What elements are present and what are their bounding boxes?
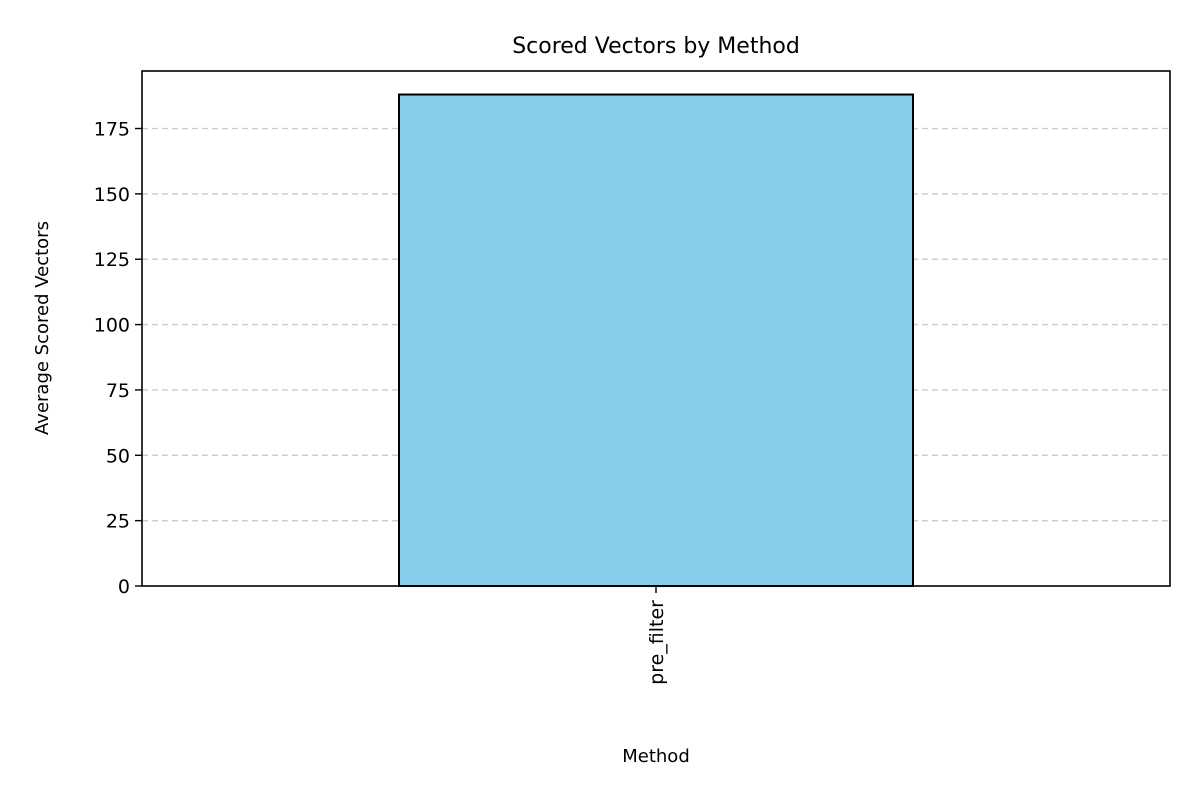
x-tick-label: pre_filter bbox=[646, 600, 668, 685]
chart-title: Scored Vectors by Method bbox=[512, 34, 800, 59]
x-axis-ticks: pre_filter bbox=[646, 586, 668, 685]
y-tick-label: 100 bbox=[94, 315, 130, 337]
y-axis-label: Average Scored Vectors bbox=[32, 221, 53, 435]
y-tick-label: 0 bbox=[118, 576, 130, 598]
y-tick-label: 50 bbox=[106, 445, 130, 467]
y-tick-label: 75 bbox=[106, 380, 130, 402]
bars bbox=[399, 95, 913, 586]
y-tick-label: 25 bbox=[106, 511, 130, 533]
y-tick-label: 150 bbox=[94, 184, 130, 206]
x-axis-label: Method bbox=[622, 746, 690, 767]
y-tick-label: 175 bbox=[94, 119, 130, 141]
y-tick-label: 125 bbox=[94, 249, 130, 271]
bar-pre_filter bbox=[399, 95, 913, 586]
